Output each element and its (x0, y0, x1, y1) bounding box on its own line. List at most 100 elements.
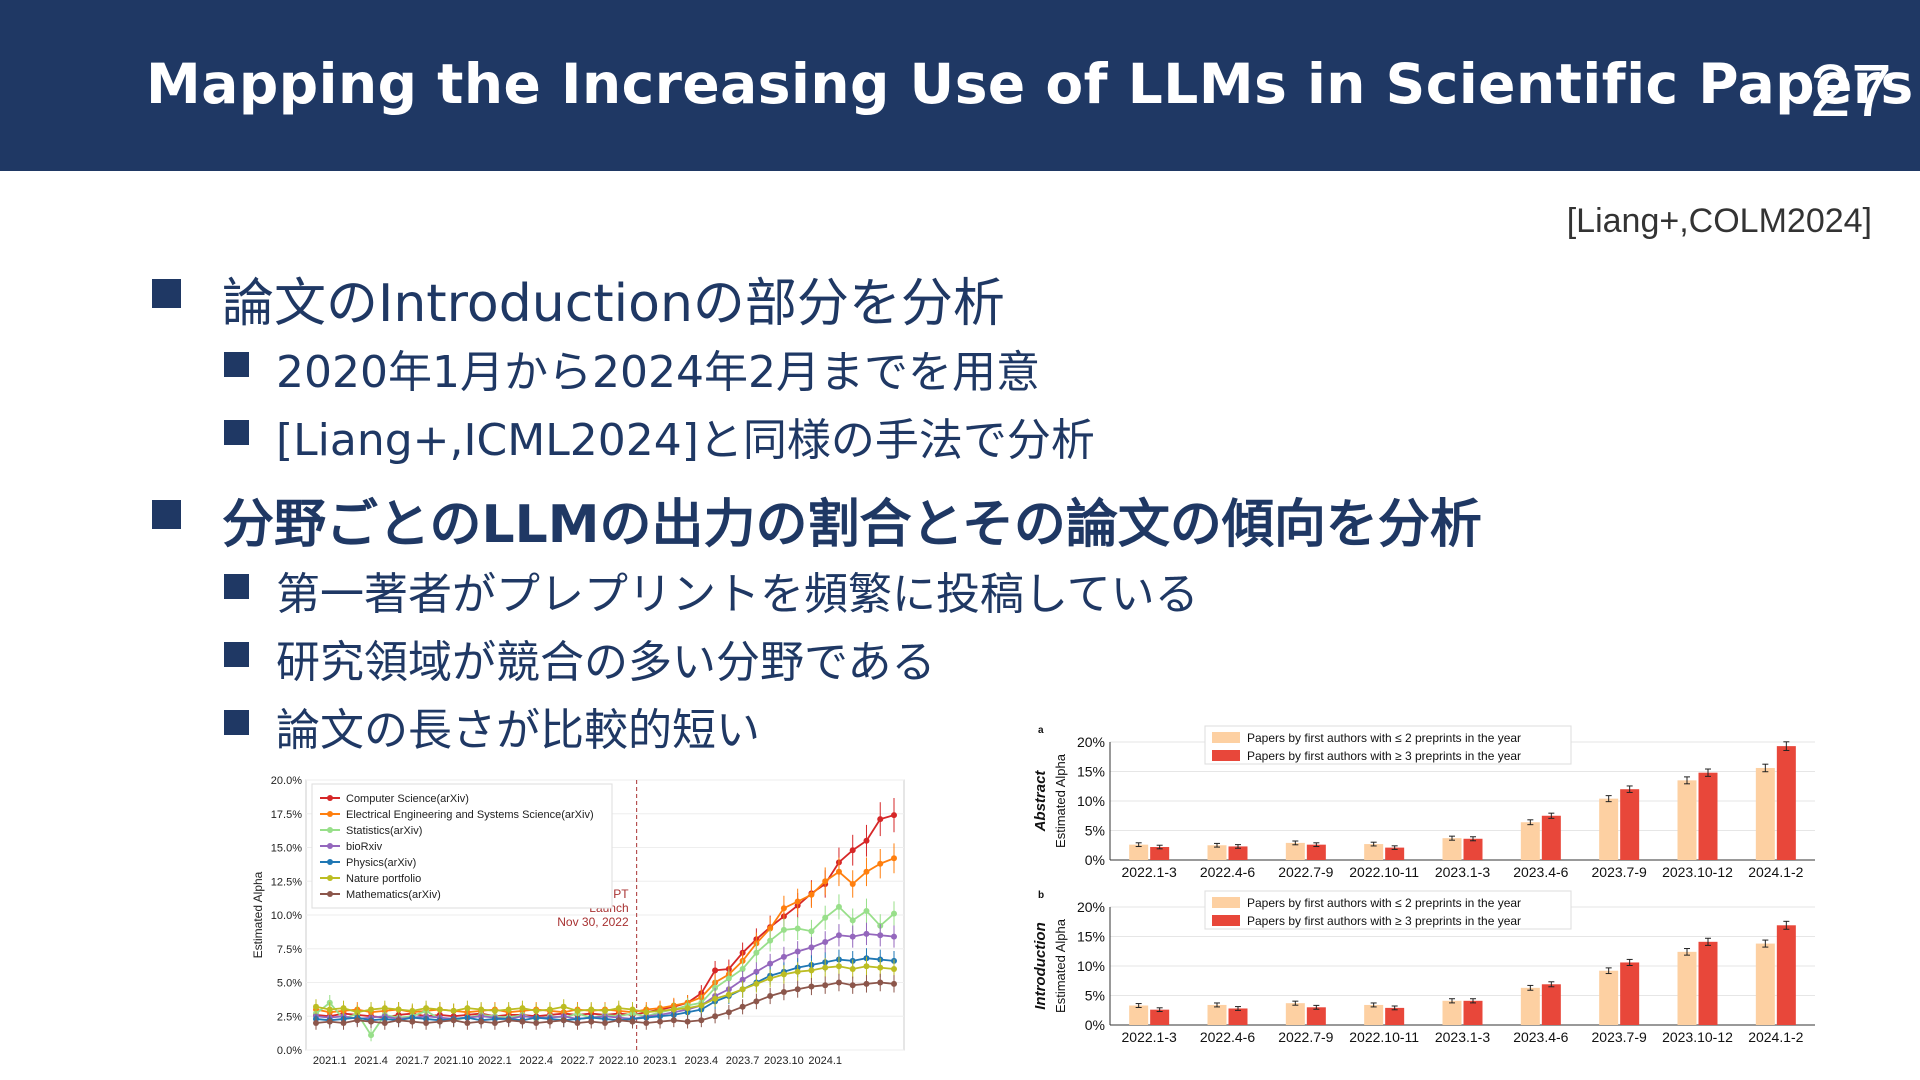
bar (1129, 1005, 1149, 1025)
legend-label: Statistics(arXiv) (346, 825, 422, 837)
y-tick-label: 10% (1077, 958, 1105, 974)
bar (1620, 962, 1640, 1025)
x-tick-label: 2022.10-11 (1349, 1029, 1419, 1045)
x-tick-label: 2021.1 (313, 1055, 347, 1067)
panel-label: a (1038, 725, 1044, 736)
data-point (464, 1020, 471, 1026)
legend-swatch (1212, 732, 1240, 743)
data-point (877, 932, 884, 939)
data-point (849, 933, 856, 940)
data-point (739, 976, 746, 983)
x-tick-label: 2023.1-3 (1435, 864, 1490, 880)
data-point (436, 1018, 443, 1025)
legend-box (311, 783, 613, 909)
bar (1520, 987, 1540, 1025)
legend-box (1204, 890, 1572, 930)
x-tick-label: 2023.7 (726, 1055, 760, 1067)
bar (1541, 815, 1561, 860)
data-point (725, 975, 732, 982)
data-point (533, 1020, 540, 1026)
legend-label: Papers by first authors with ≤ 2 preprin… (1247, 896, 1521, 910)
x-tick-label: 2023.7-9 (1592, 864, 1647, 880)
y-tick-label: 5.0% (277, 978, 302, 990)
data-point (643, 1020, 650, 1026)
bullet-square (224, 420, 249, 445)
legend-label: bioRxiv (346, 841, 383, 853)
data-point (698, 1002, 705, 1009)
data-point (891, 812, 897, 819)
bar (1463, 1000, 1483, 1025)
data-point (491, 1020, 498, 1026)
data-point (808, 944, 815, 951)
data-point (409, 1007, 416, 1014)
bar (1150, 847, 1170, 860)
bar (1541, 984, 1561, 1025)
slide-header: Mapping the Increasing Use of LLMs in Sc… (0, 0, 1920, 171)
data-point (615, 1005, 622, 1012)
y-axis-label: Estimated Alpha (1053, 918, 1068, 1013)
sub-bullet-text: 論文の長さが比較的短い (276, 705, 760, 756)
y-tick-label: 7.5% (277, 944, 302, 956)
y-tick-label: 0.0% (277, 1045, 302, 1057)
bar (1442, 838, 1462, 860)
y-tick-label: 10.0% (271, 910, 302, 922)
bar (1442, 1000, 1462, 1025)
data-point (712, 967, 719, 974)
y-tick-label: 20.0% (271, 775, 302, 787)
data-point (354, 1017, 361, 1024)
bar (1755, 767, 1775, 860)
data-point (822, 939, 829, 945)
bullet-square (224, 352, 249, 377)
bar (1677, 780, 1697, 860)
data-point (546, 1018, 553, 1025)
data-point (505, 1006, 512, 1013)
data-point (340, 1005, 347, 1012)
x-tick-label: 2022.7-9 (1278, 864, 1333, 880)
data-point (464, 1005, 471, 1012)
bar (1306, 1007, 1326, 1025)
data-point (863, 907, 870, 914)
data-point (891, 910, 897, 917)
data-point (863, 980, 870, 987)
bullet-text: 分野ごとのLLMの出力の割合とその論文の傾向を分析 (222, 495, 1482, 555)
bar (1698, 772, 1718, 860)
x-tick-label: 2023.10-12 (1662, 1029, 1733, 1045)
data-point (891, 933, 897, 940)
data-point (436, 1006, 443, 1013)
data-point (794, 948, 801, 955)
data-point (602, 1020, 608, 1026)
line-chart: 0.0% 2.5% 5.0% 7.5% 10.0% 12.5% 15.0% 17.5% 20.0… (251, 775, 905, 1067)
y-axis-label: Estimated Alpha (1053, 753, 1068, 848)
data-point (546, 1006, 553, 1013)
legend-label: Papers by first authors with ≤ 2 preprin… (1247, 731, 1521, 745)
data-point (822, 964, 829, 971)
x-tick-label: 2022.1 (478, 1055, 512, 1067)
y-tick-label: 15.0% (271, 843, 302, 855)
x-tick-label: 2021.10 (434, 1055, 474, 1067)
data-point (684, 1018, 691, 1025)
x-tick-label: 2022.1-3 (1122, 864, 1177, 880)
data-point (574, 1007, 581, 1014)
data-point (615, 1017, 622, 1024)
panel-label: b (1038, 890, 1044, 901)
legend-label: Mathematics(arXiv) (346, 889, 441, 901)
legend-marker (327, 843, 333, 849)
data-point (670, 1006, 677, 1013)
y-tick-label: 10% (1077, 793, 1105, 809)
data-point (849, 966, 856, 972)
bar (1306, 844, 1326, 860)
data-point (863, 837, 870, 844)
annotation-text: Nov 30, 2022 (557, 915, 629, 929)
bar (1285, 1003, 1305, 1025)
bullet-square (152, 279, 181, 308)
y-tick-label: 20% (1077, 734, 1105, 750)
data-point (822, 878, 829, 885)
legend: Computer Science(arXiv) Electrical Engine… (311, 783, 613, 909)
legend-swatch (1212, 897, 1240, 908)
bar (1207, 1004, 1227, 1025)
data-point (395, 1017, 402, 1024)
y-tick-label: 5% (1085, 988, 1105, 1004)
data-point (822, 982, 829, 989)
y-tick-label: 15% (1077, 929, 1105, 945)
legend-swatch (1212, 915, 1240, 926)
